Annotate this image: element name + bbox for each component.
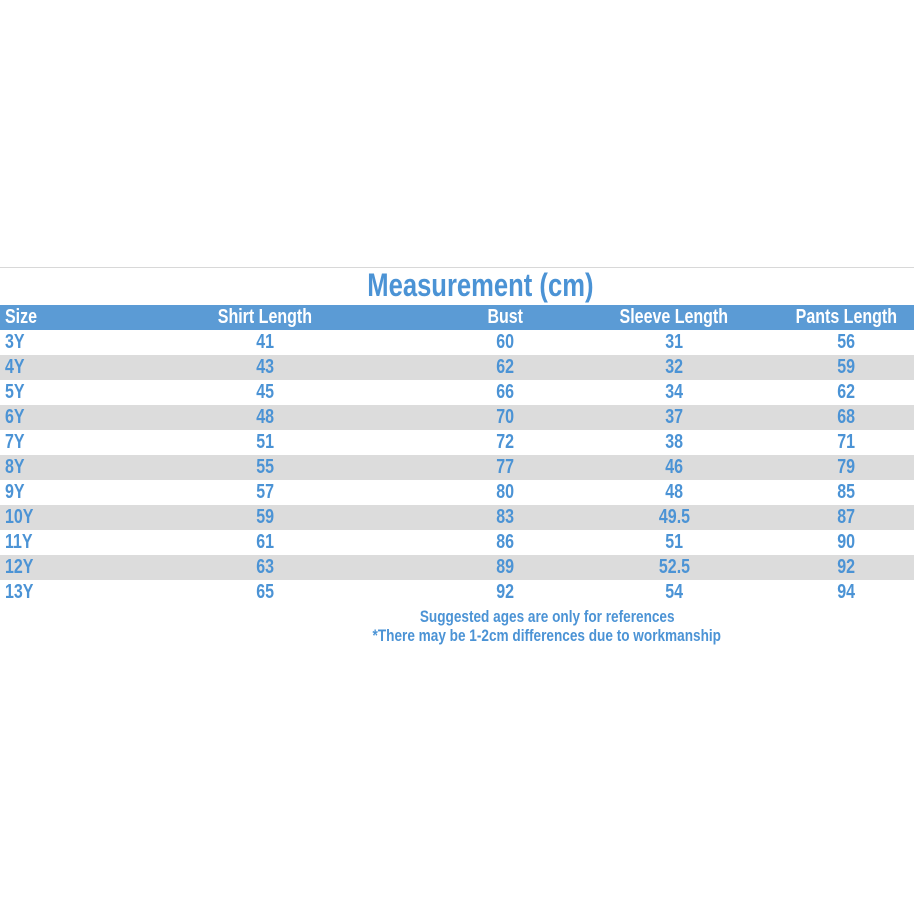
column-header-bust: Bust [440, 305, 570, 330]
sleeve-length-cell: 48 [665, 481, 683, 503]
bust-cell: 77 [496, 456, 514, 478]
shirt-length-cell: 55 [256, 456, 274, 478]
table-row: 12Y 63 89 52.5 92 [0, 555, 914, 580]
table-row: 5Y 45 66 34 62 [0, 380, 914, 405]
shirt-length-cell: 61 [256, 531, 274, 553]
pants-length-cell: 79 [837, 456, 855, 478]
pants-length-cell: 71 [837, 431, 855, 453]
page-title: Measurement (cm) [0, 268, 914, 302]
pants-length-cell: 59 [837, 356, 855, 378]
measurement-table: Size Shirt Length Bust Sleeve Length Pan… [0, 305, 914, 605]
size-cell: 9Y [5, 481, 25, 503]
sleeve-length-cell: 49.5 [658, 506, 690, 528]
sleeve-length-cell: 32 [665, 356, 683, 378]
size-cell: 11Y [5, 531, 33, 553]
shirt-length-cell: 57 [256, 481, 274, 503]
sleeve-length-cell: 51 [665, 531, 683, 553]
table-row: 9Y 57 80 48 85 [0, 480, 914, 505]
table-row: 13Y 65 92 54 94 [0, 580, 914, 605]
note-workmanship: *There may be 1-2cm differences due to w… [372, 626, 722, 645]
pants-length-cell: 94 [837, 581, 855, 603]
size-cell: 5Y [5, 381, 25, 403]
shirt-length-cell: 65 [256, 581, 274, 603]
pants-length-cell: 68 [837, 406, 855, 428]
table-row: 6Y 48 70 37 68 [0, 405, 914, 430]
bust-cell: 72 [496, 431, 514, 453]
size-cell: 12Y [5, 556, 34, 578]
pants-length-cell: 92 [837, 556, 855, 578]
bust-cell: 89 [496, 556, 514, 578]
sleeve-length-cell: 52.5 [658, 556, 690, 578]
bust-cell: 86 [496, 531, 514, 553]
shirt-length-cell: 59 [256, 506, 274, 528]
size-cell: 10Y [5, 506, 34, 528]
pants-length-cell: 85 [837, 481, 855, 503]
bust-cell: 70 [496, 406, 514, 428]
sleeve-length-cell: 31 [665, 331, 683, 353]
note-references: Suggested ages are only for references [419, 607, 675, 626]
pants-length-cell: 62 [837, 381, 855, 403]
pants-length-cell: 56 [837, 331, 855, 353]
column-header-shirt-length: Shirt Length [90, 305, 440, 330]
size-cell: 13Y [5, 581, 34, 603]
shirt-length-cell: 45 [256, 381, 274, 403]
shirt-length-cell: 51 [256, 431, 274, 453]
sleeve-length-cell: 54 [665, 581, 683, 603]
size-cell: 4Y [5, 356, 25, 378]
bust-cell: 83 [496, 506, 514, 528]
table-row: 3Y 41 60 31 56 [0, 330, 914, 355]
table-row: 4Y 43 62 32 59 [0, 355, 914, 380]
size-cell: 8Y [5, 456, 25, 478]
pants-length-cell: 87 [837, 506, 855, 528]
pants-length-cell: 90 [837, 531, 855, 553]
column-header-size: Size [0, 305, 90, 330]
size-cell: 7Y [5, 431, 25, 453]
bust-cell: 92 [496, 581, 514, 603]
sleeve-length-cell: 38 [665, 431, 683, 453]
shirt-length-cell: 41 [256, 331, 274, 353]
size-cell: 3Y [5, 331, 25, 353]
footnotes: Suggested ages are only for references *… [180, 607, 914, 645]
column-header-sleeve-length: Sleeve Length [570, 305, 778, 330]
bust-cell: 62 [496, 356, 514, 378]
table-row: 8Y 55 77 46 79 [0, 455, 914, 480]
page-title-text: Measurement (cm) [366, 267, 594, 303]
shirt-length-cell: 63 [256, 556, 274, 578]
table-row: 10Y 59 83 49.5 87 [0, 505, 914, 530]
bust-cell: 80 [496, 481, 514, 503]
top-divider-line [0, 267, 914, 268]
sleeve-length-cell: 46 [665, 456, 683, 478]
bust-cell: 66 [496, 381, 514, 403]
sleeve-length-cell: 37 [665, 406, 683, 428]
column-header-pants-length: Pants Length [778, 305, 914, 330]
table-header-row: Size Shirt Length Bust Sleeve Length Pan… [0, 305, 914, 330]
size-cell: 6Y [5, 406, 25, 428]
shirt-length-cell: 48 [256, 406, 274, 428]
table-row: 11Y 61 86 51 90 [0, 530, 914, 555]
sleeve-length-cell: 34 [665, 381, 683, 403]
bust-cell: 60 [496, 331, 514, 353]
shirt-length-cell: 43 [256, 356, 274, 378]
table-row: 7Y 51 72 38 71 [0, 430, 914, 455]
